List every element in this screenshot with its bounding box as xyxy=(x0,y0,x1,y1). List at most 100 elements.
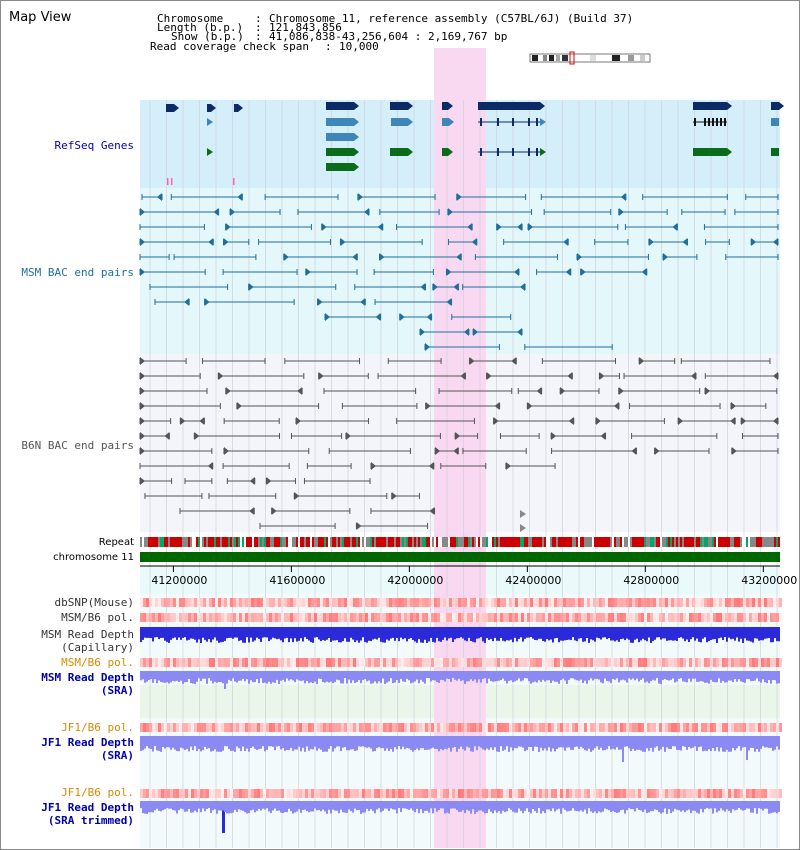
msm-b6-pol-label-2[interactable]: MSM/B6 pol. xyxy=(61,656,134,669)
dbsnp-heat xyxy=(458,598,461,607)
repeat-block xyxy=(658,537,660,547)
msm-depth-capillary xyxy=(738,627,740,642)
msm-depth-sra xyxy=(642,671,644,679)
jf1-depth-sra xyxy=(472,736,474,752)
msm-depth-capillary xyxy=(730,627,732,640)
msm-bac-pair-arrow xyxy=(399,313,405,321)
gene-arrow xyxy=(540,118,546,126)
jf1-b6-pol-heat xyxy=(377,723,380,732)
b6n-bac-pair-arrow xyxy=(527,402,533,410)
jf1-depth-trimmed xyxy=(242,801,244,811)
dbsnp-heat xyxy=(701,598,704,607)
repeat-block xyxy=(458,537,460,547)
repeat-block xyxy=(402,537,404,547)
jf1-depth-sra xyxy=(234,736,236,752)
gene-feature-arrow xyxy=(727,102,732,110)
dbsnp-heat xyxy=(146,598,149,607)
jf1-b6-pol-label-1[interactable]: JF1/B6 pol. xyxy=(61,721,134,734)
jf1-read-depth-trimmed-label-1[interactable]: JF1 Read Depth xyxy=(41,801,134,814)
msm-depth-capillary xyxy=(394,627,396,641)
msm-depth-sra xyxy=(698,671,700,682)
repeat-block xyxy=(748,537,750,547)
msm-bac-pair-arrow xyxy=(463,328,469,336)
msm-b6-pol-sra-heat xyxy=(734,658,737,667)
msm-depth-sra xyxy=(712,671,714,682)
jf1-b6-pol-heat xyxy=(308,723,311,732)
msm-b6-pol-label-1[interactable]: MSM/B6 pol. xyxy=(61,611,134,624)
msm-b6-pol-heat xyxy=(200,613,203,622)
msm-b6-pol-sra-heat xyxy=(398,658,401,667)
jf1-depth-sra xyxy=(678,736,680,750)
jf1-b6-pol-trim-heat xyxy=(710,789,713,798)
jf1-depth-trimmed xyxy=(254,801,256,813)
msm-b6-pol-heat xyxy=(323,613,326,622)
msm-depth-sra xyxy=(302,671,304,681)
refseq-genes-label[interactable]: RefSeq Genes xyxy=(54,139,134,152)
jf1-depth-sra xyxy=(542,736,544,751)
msm-depth-capillary xyxy=(338,627,340,643)
repeat-block xyxy=(576,537,578,547)
msm-b6-pol-heat xyxy=(356,613,359,622)
msm-b6-pol-heat xyxy=(176,613,179,622)
msm-depth-capillary xyxy=(754,627,756,639)
jf1-read-depth-sra-label-1[interactable]: JF1 Read Depth xyxy=(41,736,134,749)
msm-read-depth-capillary-label-1[interactable]: MSM Read Depth xyxy=(41,628,134,641)
msm-b6-pol-sra-heat xyxy=(614,658,617,667)
gene-exon xyxy=(480,148,482,156)
b6n-bac-label[interactable]: B6N BAC end pairs xyxy=(21,439,134,452)
dbsnp-label[interactable]: dbSNP(Mouse) xyxy=(54,596,134,609)
msm-b6-pol-sra-heat xyxy=(194,658,197,667)
jf1-depth-trimmed xyxy=(324,801,326,812)
msm-depth-sra xyxy=(154,671,156,680)
msm-read-depth-sra-label-1[interactable]: MSM Read Depth xyxy=(41,671,134,684)
msm-b6-pol-heat xyxy=(314,613,317,622)
msm-b6-pol-sra-heat xyxy=(248,658,251,667)
dbsnp-heat xyxy=(245,598,248,607)
jf1-b6-pol-heat xyxy=(521,723,524,732)
msm-depth-capillary xyxy=(370,627,372,642)
msm-b6-pol-heat xyxy=(518,613,521,622)
msm-b6-pol-heat xyxy=(485,613,488,622)
msm-depth-capillary xyxy=(330,627,332,642)
msm-depth-capillary xyxy=(356,627,358,641)
dbsnp-heat xyxy=(383,598,386,607)
jf1-depth-sra xyxy=(482,736,484,750)
msm-depth-sra xyxy=(378,671,380,682)
msm-b6-pol-sra-heat xyxy=(608,658,611,667)
msm-depth-capillary xyxy=(540,627,542,639)
msm-depth-capillary xyxy=(720,627,722,638)
repeat-block xyxy=(530,537,532,547)
msm-depth-capillary xyxy=(764,627,766,639)
jf1-depth-sra xyxy=(574,736,576,748)
repeat-block xyxy=(310,537,312,547)
msm-b6-pol-sra-heat xyxy=(683,658,686,667)
msm-bac-label[interactable]: MSM BAC end pairs xyxy=(21,266,134,279)
msm-depth-capillary xyxy=(422,627,424,643)
msm-depth-capillary xyxy=(580,627,582,639)
jf1-depth-sra xyxy=(512,736,514,751)
msm-depth-capillary xyxy=(352,627,354,640)
msm-depth-capillary xyxy=(662,627,664,639)
msm-depth-capillary xyxy=(616,627,618,641)
repeat-block xyxy=(572,537,574,547)
jf1-depth-sra xyxy=(488,736,490,750)
dbsnp-heat xyxy=(287,598,290,607)
jf1-depth-trimmed xyxy=(510,801,512,810)
jf1-depth-sra xyxy=(446,736,448,750)
jf1-depth-trimmed xyxy=(596,801,598,814)
repeat-block xyxy=(548,537,550,547)
jf1-b6-pol-label-2[interactable]: JF1/B6 pol. xyxy=(61,786,134,799)
repeat-block xyxy=(280,537,282,547)
msm-depth-sra xyxy=(586,671,588,684)
jf1-depth-sra xyxy=(764,736,766,748)
dbsnp-heat xyxy=(716,598,719,607)
jf1-depth-sra xyxy=(200,736,202,752)
msm-depth-sra xyxy=(314,671,316,682)
msm-depth-sra xyxy=(240,671,242,681)
msm-depth-capillary xyxy=(680,627,682,638)
msm-depth-sra xyxy=(286,671,288,679)
jf1-b6-pol-trim-heat xyxy=(206,789,209,798)
msm-depth-sra xyxy=(574,671,576,680)
jf1-b6-pol-heat xyxy=(575,723,578,732)
